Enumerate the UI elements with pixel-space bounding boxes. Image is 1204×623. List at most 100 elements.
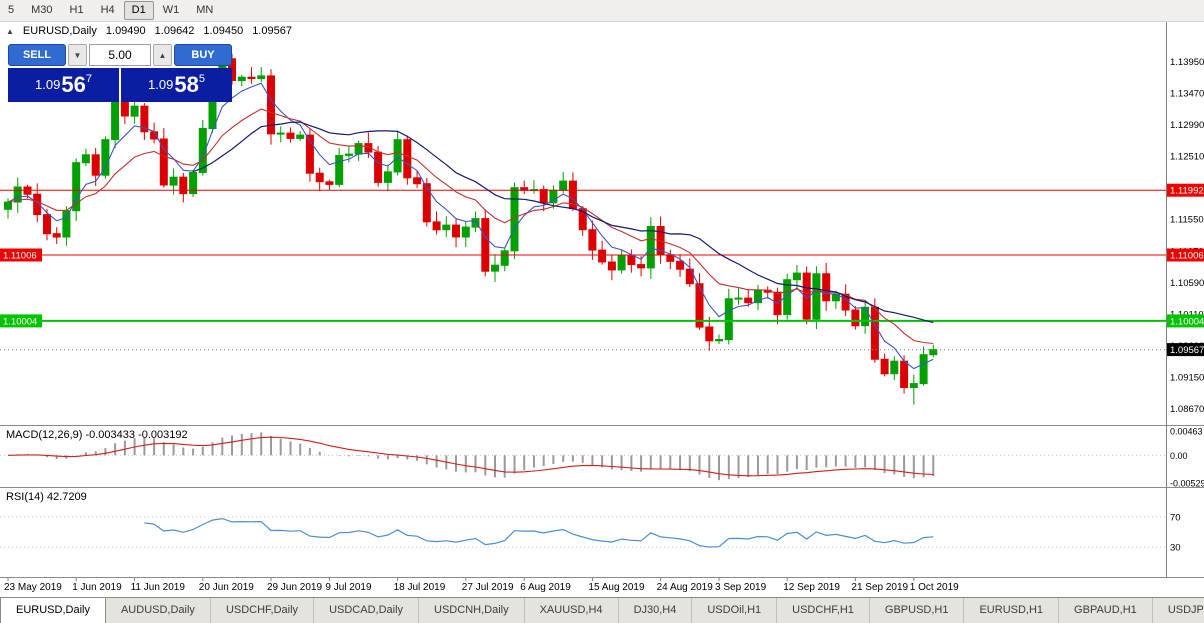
price-tick: 1.12990 (1170, 120, 1204, 131)
ohlc-low: 1.09450 (203, 25, 244, 37)
sell-price-base: 1.09 (35, 77, 61, 92)
lot-increase-button[interactable]: ▲ (153, 44, 172, 66)
rsi-axis-tick: 70 (1170, 513, 1181, 524)
macd-signal-line (7, 436, 934, 477)
rsi-axis-tick: 30 (1170, 543, 1181, 554)
svg-text:1.10004: 1.10004 (1170, 316, 1204, 327)
chart-tab-dj30-h4[interactable]: DJ30,H4 (619, 598, 693, 623)
date-tick: 3 Sep 2019 (715, 582, 767, 593)
chart-tab-gbpaud-h1[interactable]: GBPAUD,H1 (1059, 598, 1153, 623)
ohlc-close: 1.09567 (252, 25, 292, 37)
date-tick: 18 Jul 2019 (394, 582, 446, 593)
date-tick: 9 Jul 2019 (325, 582, 372, 593)
moving-average-lines (7, 82, 934, 370)
svg-text:1.11006: 1.11006 (3, 251, 37, 262)
candlestick-series (4, 53, 938, 405)
chart-tab-usdcnh-daily[interactable]: USDCNH,Daily (419, 598, 525, 623)
price-tick: 1.13470 (1170, 89, 1204, 100)
macd-axis-tick: 0.00 (1170, 451, 1188, 461)
chart-tab-eurusd-daily[interactable]: EURUSD,Daily (0, 598, 106, 623)
macd-axis-tick: -0.00529 (1170, 479, 1204, 489)
chart-symbol-period: EURUSD,Daily (22, 25, 97, 37)
ohlc-open: 1.09490 (105, 25, 146, 37)
svg-text:1.09567: 1.09567 (1170, 345, 1204, 356)
one-click-trading-panel: SELL ▼ 5.00 ▲ BUY 1.09 56 7 1.09 58 5 (8, 44, 232, 102)
lot-decrease-button[interactable]: ▼ (68, 44, 87, 66)
buy-price[interactable]: 1.09 58 5 (121, 68, 232, 102)
left-price-marker-1.10004[interactable]: 1.10004 (0, 314, 42, 328)
chart-tab-usdchf-daily[interactable]: USDCHF,Daily (211, 598, 315, 623)
buy-price-point: 5 (198, 73, 205, 85)
price-tick: 1.10590 (1170, 278, 1204, 289)
horizontal-line-objects[interactable] (0, 189, 1166, 351)
macd-indicator-label: MACD(12,26,9) -0.003433 -0.003192 (6, 429, 188, 441)
date-tick: 6 Aug 2019 (520, 582, 571, 593)
chart-tab-usdcad-daily[interactable]: USDCAD,Daily (314, 598, 420, 623)
buy-price-pips: 58 (174, 72, 199, 97)
timeframe-button-5[interactable]: 5 (0, 1, 22, 20)
collapse-icon[interactable]: ▲ (6, 26, 14, 36)
date-tick: 29 Jun 2019 (267, 582, 322, 593)
rsi-line (144, 517, 934, 548)
price-tick: 1.09150 (1170, 373, 1204, 384)
chart-tab-usdjp[interactable]: USDJP (1153, 598, 1204, 623)
timeframe-button-m30[interactable]: M30 (23, 1, 60, 20)
date-tick: 20 Jun 2019 (199, 582, 254, 593)
timeframe-button-h1[interactable]: H1 (62, 1, 92, 20)
left-price-marker-1.11006[interactable]: 1.11006 (0, 248, 42, 262)
price-tick: 1.12510 (1170, 152, 1204, 163)
date-tick: 23 May 2019 (4, 582, 62, 593)
timeframe-button-mn[interactable]: MN (188, 1, 221, 20)
sell-button[interactable]: SELL (8, 44, 66, 66)
svg-text:1.11992: 1.11992 (1170, 186, 1204, 197)
chart-tab-bar: EURUSD,Daily AUDUSD,Daily USDCHF,Daily USDC… (0, 597, 1204, 623)
lot-size-value: 5.00 (108, 48, 132, 62)
buy-button[interactable]: BUY (174, 44, 232, 66)
ohlc-high: 1.09642 (154, 25, 195, 37)
date-tick: 15 Aug 2019 (588, 582, 645, 593)
buy-price-base: 1.09 (148, 77, 174, 92)
date-tick: 1 Jun 2019 (72, 582, 122, 593)
date-tick: 24 Aug 2019 (657, 582, 714, 593)
price-axis[interactable]: 1.139501.134701.129901.125101.120301.115… (1166, 21, 1204, 577)
macd-axis-tick: 0.00463 (1170, 427, 1203, 437)
time-axis[interactable]: 23 May 2019 1 Jun 2019 11 Jun 2019 20 Jun 2… (0, 578, 1204, 597)
rsi-indicator-label: RSI(14) 42.7209 (6, 491, 87, 503)
date-tick: 12 Sep 2019 (783, 582, 840, 593)
chart-tab-audusd-daily[interactable]: AUDUSD,Daily (106, 598, 211, 623)
date-tick: 11 Jun 2019 (131, 582, 186, 593)
chart-window-title: ▲ EURUSD,Daily 1.09490 1.09642 1.09450 1… (6, 25, 296, 37)
timeframe-button-h4[interactable]: H4 (93, 1, 123, 20)
chart-tab-gbpusd-h1[interactable]: GBPUSD,H1 (870, 598, 965, 623)
sell-price-point: 7 (85, 73, 92, 85)
chart-tab-xauusd-h4[interactable]: XAUUSD,H4 (525, 598, 619, 623)
price-marker-1.11992[interactable]: 1.11992 (1167, 183, 1204, 197)
date-tick: 21 Sep 2019 (851, 582, 908, 593)
chart-tab-eurusd-h1[interactable]: EURUSD,H1 (964, 598, 1060, 623)
price-marker-1.10004[interactable]: 1.10004 (1167, 314, 1204, 328)
svg-text:1.11006: 1.11006 (1170, 251, 1204, 262)
timeframe-toolbar: 5 M30 H1 H4 D1 W1 MN (0, 0, 1204, 22)
price-tick: 1.08670 (1170, 404, 1204, 415)
svg-text:1.10004: 1.10004 (3, 316, 37, 327)
rsi-panel (0, 516, 1166, 548)
chart-tab-usdchf-h1[interactable]: USDCHF,H1 (777, 598, 870, 623)
price-tick: 1.11550 (1170, 215, 1204, 226)
date-tick: 27 Jul 2019 (462, 582, 514, 593)
chart-tab-usdoil-h1[interactable]: USDOil,H1 (692, 598, 778, 623)
lot-size-field[interactable]: 5.00 (89, 44, 151, 66)
timeframe-button-d1[interactable]: D1 (123, 1, 154, 20)
timeframe-button-w1[interactable]: W1 (155, 1, 188, 20)
one-click-price-row: 1.09 56 7 1.09 58 5 (8, 68, 232, 102)
price-marker-1.11006[interactable]: 1.11006 (1167, 248, 1204, 262)
sell-price[interactable]: 1.09 56 7 (8, 68, 119, 102)
one-click-order-row: SELL ▼ 5.00 ▲ BUY (8, 44, 232, 66)
sell-price-pips: 56 (61, 72, 86, 97)
macd-panel (0, 432, 1166, 481)
panel-separators[interactable] (0, 425, 1204, 578)
bid-price-marker: 1.09567 (1167, 343, 1204, 357)
price-tick: 1.13950 (1170, 57, 1204, 68)
date-tick: 1 Oct 2019 (910, 582, 959, 593)
